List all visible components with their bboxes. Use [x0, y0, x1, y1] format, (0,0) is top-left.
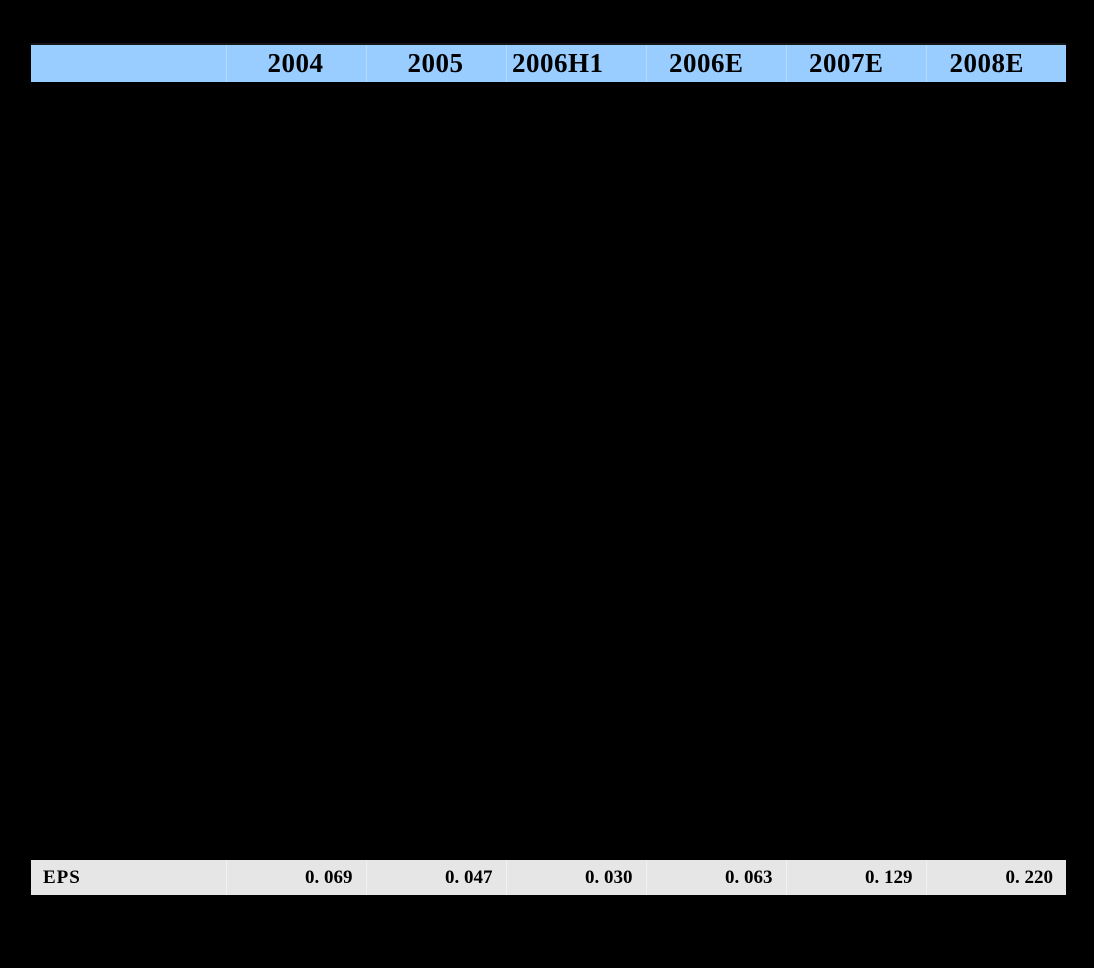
header-year-2006h1: 2006H1 — [505, 43, 646, 82]
header-year-2005: 2005 — [365, 43, 506, 82]
table-body-hidden-region — [31, 82, 1066, 860]
header-year-2008e: 2008E — [925, 43, 1066, 82]
financial-forecast-table: 2004 2005 2006H1 2006E 2007E 2008E EPS 0… — [31, 43, 1066, 895]
eps-value-2006e: 0. 063 — [645, 860, 786, 895]
eps-value-2007e: 0. 129 — [785, 860, 926, 895]
eps-value-2006h1: 0. 030 — [505, 860, 646, 895]
hidden-body-gap — [31, 82, 1066, 860]
header-year-2006e: 2006E — [645, 43, 786, 82]
table-header-row: 2004 2005 2006H1 2006E 2007E 2008E — [31, 43, 1066, 82]
header-year-2007e: 2007E — [785, 43, 926, 82]
eps-value-2005: 0. 047 — [365, 860, 506, 895]
header-year-2004: 2004 — [225, 43, 366, 82]
eps-value-2004: 0. 069 — [225, 860, 366, 895]
header-label-cell — [31, 43, 226, 82]
eps-value-2008e: 0. 220 — [925, 860, 1066, 895]
eps-row-label: EPS — [31, 860, 226, 895]
eps-row: EPS 0. 069 0. 047 0. 030 0. 063 0. 129 0… — [31, 860, 1066, 895]
